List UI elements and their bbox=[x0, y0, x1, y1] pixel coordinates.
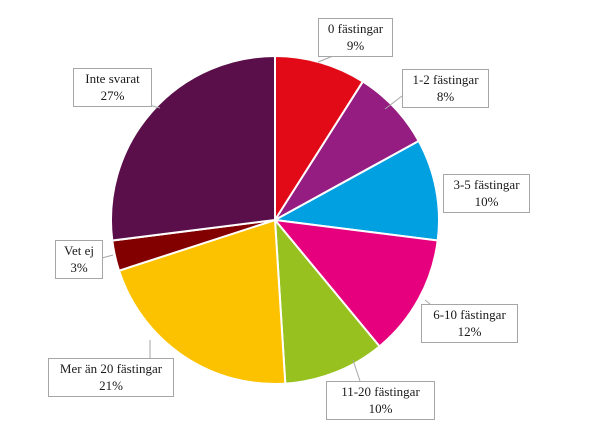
pie-slice-5 bbox=[117, 218, 287, 386]
slice-label-3: 6-10 fästingar 12% bbox=[421, 304, 518, 343]
slice-category-label: 0 fästingar bbox=[328, 21, 384, 36]
slice-category-label: Mer än 20 fästingar bbox=[60, 361, 163, 376]
label-box bbox=[48, 358, 174, 397]
slice-label-0: 0 fästingar 9% bbox=[318, 18, 393, 57]
leader-line-6 bbox=[101, 254, 114, 259]
label-box bbox=[443, 174, 530, 213]
slice-labels: 0 fästingar 9% 1-2 fästingar 8% 3-5 fästinga… bbox=[48, 18, 530, 420]
leader-line-3 bbox=[424, 299, 431, 305]
slice-category-label: Vet ej bbox=[64, 243, 94, 258]
slice-label-2: 3-5 fästingar 10% bbox=[443, 174, 530, 213]
slice-percent-label: 10% bbox=[475, 194, 499, 209]
pie-slices bbox=[109, 54, 441, 386]
slice-percent-label: 12% bbox=[458, 324, 482, 339]
slice-category-label: 1-2 fästingar bbox=[412, 72, 479, 87]
slice-label-6: Vet ej 3% bbox=[55, 240, 103, 279]
label-box bbox=[421, 304, 518, 343]
slice-percent-label: 3% bbox=[70, 260, 88, 275]
slice-category-label: 6-10 fästingar bbox=[433, 307, 506, 322]
slice-label-1: 1-2 fästingar 8% bbox=[402, 69, 489, 108]
pie-slice-7 bbox=[109, 54, 276, 242]
label-box bbox=[73, 68, 152, 107]
slice-percent-label: 9% bbox=[347, 38, 365, 53]
slice-percent-label: 21% bbox=[99, 378, 123, 393]
slice-percent-label: 10% bbox=[369, 401, 393, 416]
pie-slice-3 bbox=[272, 218, 439, 348]
slice-label-7: Inte svarat 27% bbox=[73, 68, 152, 107]
label-box bbox=[55, 240, 103, 279]
label-box bbox=[402, 69, 489, 108]
slice-label-5: Mer än 20 fästingar 21% bbox=[48, 358, 174, 397]
pie-slice-2 bbox=[271, 139, 441, 242]
slice-category-label: 3-5 fästingar bbox=[453, 177, 520, 192]
slice-percent-label: 8% bbox=[437, 89, 455, 104]
slice-percent-label: 27% bbox=[101, 88, 125, 103]
slice-category-label: 11-20 fästingar bbox=[341, 384, 420, 399]
leader-line-1 bbox=[384, 95, 403, 110]
pie-slice-4 bbox=[273, 216, 381, 385]
slice-label-4: 11-20 fästingar 10% bbox=[326, 381, 435, 420]
slice-category-label: Inte svarat bbox=[85, 71, 140, 86]
pie-slice-0 bbox=[274, 54, 365, 224]
label-box bbox=[326, 381, 435, 420]
leader-line-4 bbox=[352, 359, 361, 382]
label-box bbox=[318, 18, 393, 57]
